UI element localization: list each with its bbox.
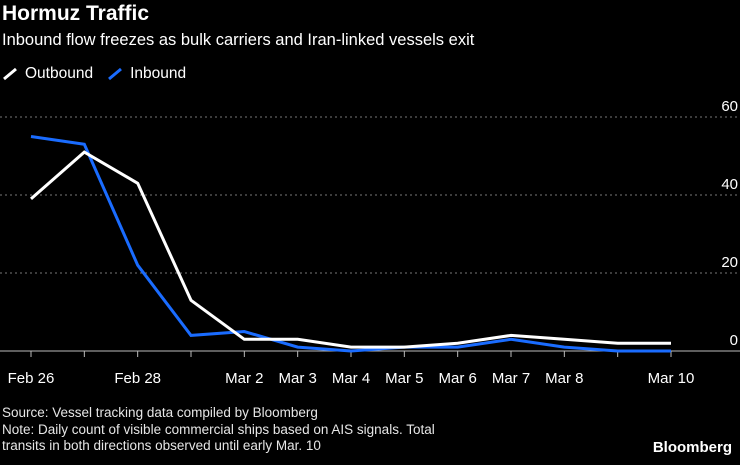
x-tick-label: Mar 6 [438,370,476,387]
y-tick-label: 20 [721,254,738,271]
legend-label-inbound: Inbound [130,65,187,82]
grid-layer [0,116,740,274]
legend-swatch-outbound [3,67,17,81]
x-tick-label: Mar 7 [492,370,530,387]
source-text: Source: Vessel tracking data compiled by… [2,405,318,420]
legend-item-inbound: Inbound [107,65,186,83]
x-tick-label: Feb 26 [8,370,55,387]
line-chart: 0 20 40 60 Feb 26 Feb 28 Mar 2 Mar 3 Mar 4 Mar 5 M… [0,98,740,387]
legend: Outbound Inbound [2,64,200,84]
y-tick-label: 40 [721,176,738,193]
y-tick-label: 60 [721,98,738,115]
note-text-line1: Note: Daily count of visible commercial … [2,421,435,437]
x-tick-label: Mar 4 [332,370,370,387]
chart-title: Hormuz Traffic [2,2,150,25]
legend-swatch-inbound [108,67,123,81]
legend-item-outbound: Outbound [2,65,93,83]
series-layer [30,135,671,353]
chart-subtitle: Inbound flow freezes as bulk carriers an… [2,31,475,49]
series-line-inbound [30,135,671,353]
footer-note: Source: Vessel tracking data compiled by… [2,405,602,455]
x-tick-label: Mar 10 [648,370,695,387]
x-tick-label: Feb 28 [114,370,161,387]
x-tick-label: Mar 5 [385,370,423,387]
legend-label-outbound: Outbound [25,65,94,82]
x-tick-label: Mar 2 [225,370,263,387]
series-line-outbound [30,150,671,349]
x-tick-label: Mar 3 [278,370,316,387]
note-text-line2: transits in both directions observed unt… [2,438,321,453]
bloomberg-logo: Bloomberg [652,439,732,456]
y-tick-label: 0 [730,332,738,349]
x-tick-label: Mar 8 [545,370,583,387]
